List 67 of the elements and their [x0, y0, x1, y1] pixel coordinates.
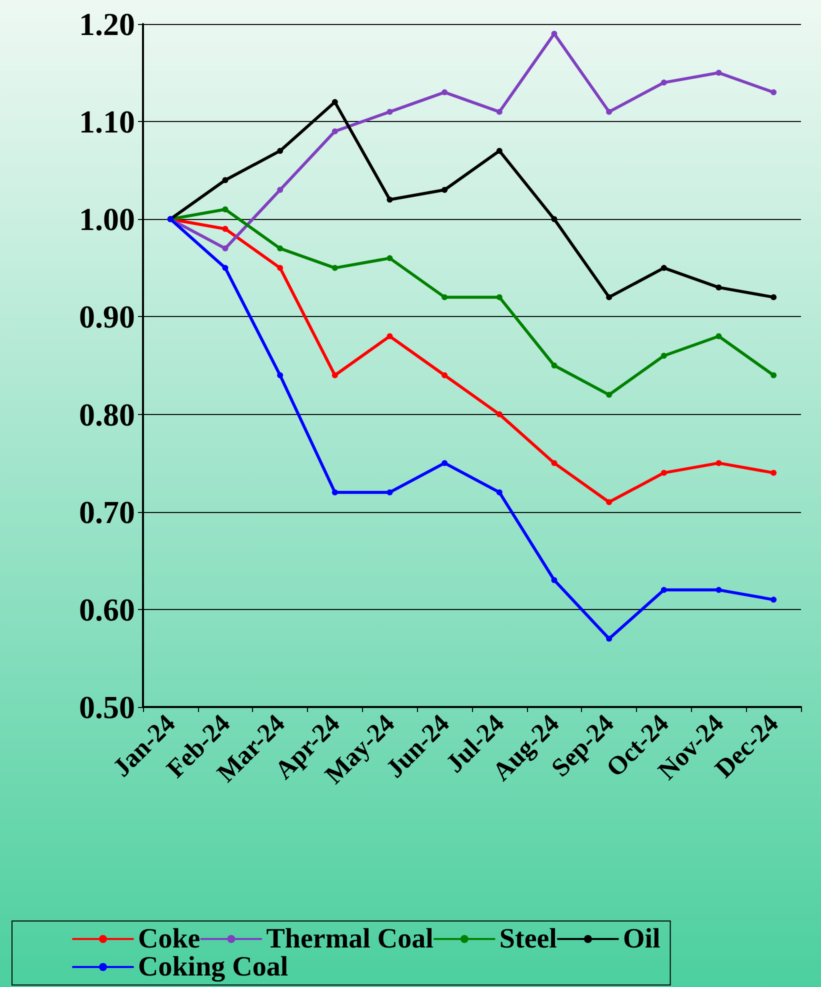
point [386, 196, 393, 203]
legend-label: Thermal Coal [266, 924, 434, 954]
point [551, 362, 558, 368]
point [716, 70, 722, 76]
y-tick-label: 1.20 [79, 6, 135, 42]
point [332, 489, 338, 496]
point [606, 392, 612, 398]
point [606, 499, 612, 506]
point [442, 186, 448, 193]
point [496, 294, 502, 300]
point [551, 460, 558, 466]
point [222, 206, 228, 212]
point [442, 372, 448, 378]
point [606, 108, 612, 115]
legend-label: Steel [499, 924, 558, 954]
point [332, 372, 338, 378]
y-tick-label: 0.70 [79, 494, 135, 530]
point [277, 186, 284, 193]
legend-label: Oil [622, 924, 661, 954]
point [277, 372, 284, 378]
point [660, 586, 667, 593]
point [222, 245, 228, 252]
point [770, 89, 777, 96]
point [770, 596, 777, 603]
point [332, 128, 338, 134]
point [442, 294, 448, 300]
point [222, 264, 228, 271]
point [222, 177, 228, 184]
point [551, 30, 558, 37]
point [442, 89, 448, 96]
y-tick-label: 1.10 [79, 104, 135, 140]
point [716, 460, 722, 466]
point [277, 245, 284, 252]
y-tick-label: 0.60 [79, 591, 135, 628]
point [496, 411, 502, 418]
point [660, 80, 667, 86]
point [386, 489, 393, 496]
point [222, 226, 228, 232]
point [442, 460, 448, 466]
point [770, 372, 777, 378]
y-tick-label: 0.90 [79, 298, 135, 335]
point [716, 586, 722, 593]
point [551, 216, 558, 222]
point [551, 577, 558, 584]
point [496, 148, 502, 154]
point [332, 264, 338, 271]
point [606, 636, 612, 642]
point [386, 108, 393, 115]
point [660, 352, 667, 359]
point [660, 470, 667, 476]
point [716, 284, 722, 290]
point [277, 148, 284, 154]
point [277, 264, 284, 271]
point [496, 489, 502, 496]
legend-label: Coking Coal [138, 952, 288, 982]
point [496, 108, 502, 115]
point [386, 255, 393, 262]
point [770, 470, 777, 476]
point [716, 333, 722, 340]
legend-label: Coke [138, 924, 200, 954]
point [332, 99, 338, 106]
y-tick-label: 0.80 [79, 396, 135, 432]
point [386, 333, 393, 340]
point [660, 264, 667, 271]
point [770, 294, 777, 300]
y-tick-label: 1.00 [79, 201, 135, 238]
point [606, 294, 612, 300]
